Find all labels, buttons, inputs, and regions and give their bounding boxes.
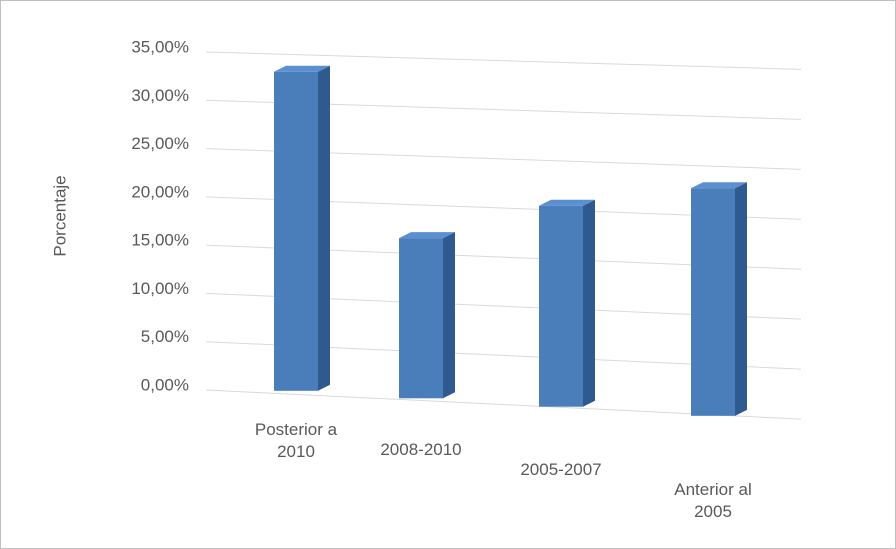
y-tick-label: 25,00% bbox=[131, 134, 189, 153]
y-tick-label: 30,00% bbox=[131, 86, 189, 105]
x-tick-label: 2008-2010 bbox=[380, 440, 462, 459]
x-tick-label: 2005-2007 bbox=[520, 460, 602, 479]
bar-side bbox=[583, 199, 595, 407]
bar-top bbox=[691, 182, 747, 189]
bar-top bbox=[274, 65, 330, 72]
bar-side bbox=[443, 232, 455, 399]
bar-side bbox=[735, 182, 747, 416]
y-tick-label: 5,00% bbox=[141, 327, 189, 346]
grid-line bbox=[205, 51, 802, 70]
bar-side bbox=[318, 65, 330, 391]
x-tick-label: Anterior al 2005 bbox=[674, 480, 752, 521]
bar-top bbox=[539, 199, 595, 206]
x-tick-label: Posterior a 2010 bbox=[254, 420, 338, 461]
y-tick-label: 10,00% bbox=[131, 279, 189, 298]
y-tick-label: 20,00% bbox=[131, 182, 189, 201]
bar bbox=[691, 188, 735, 416]
y-tick-label: 35,00% bbox=[131, 37, 189, 56]
bar bbox=[274, 71, 318, 391]
bar bbox=[539, 205, 583, 407]
y-axis-label: Porcentaje bbox=[50, 175, 69, 256]
y-tick-label: 15,00% bbox=[131, 231, 189, 250]
bar bbox=[399, 238, 443, 399]
bar-top bbox=[399, 232, 455, 239]
y-tick-label: 0,00% bbox=[141, 375, 189, 394]
